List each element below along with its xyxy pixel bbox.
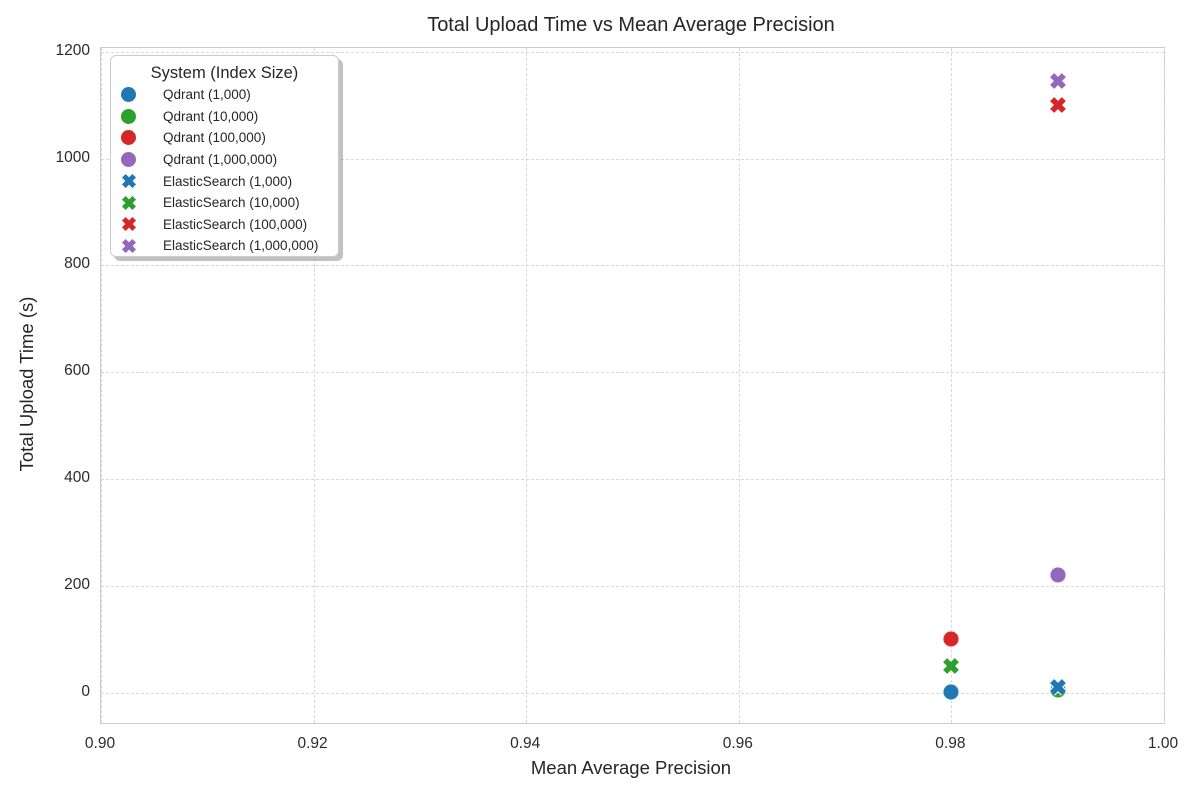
legend-item-label: ElasticSearch (1,000) xyxy=(163,173,293,189)
x-tick-label: 0.90 xyxy=(84,735,116,752)
circle-marker-icon xyxy=(121,130,136,146)
y-tick-label: 800 xyxy=(64,255,90,273)
gridline-horizontal xyxy=(101,585,1164,587)
gridline-horizontal xyxy=(101,372,1164,374)
x-tick-label: 0.94 xyxy=(510,735,541,752)
gridline-horizontal xyxy=(101,265,1164,267)
data-point xyxy=(1049,678,1067,696)
legend-item-label: Qdrant (100,000) xyxy=(163,130,266,146)
legend-marker-x-icon xyxy=(120,194,137,211)
y-tick-label: 1200 xyxy=(55,41,90,59)
gridline-horizontal xyxy=(101,158,1164,160)
legend-marker-x-icon xyxy=(120,216,137,233)
x-tick-label: 0.98 xyxy=(935,735,966,752)
data-point xyxy=(1049,566,1067,584)
legend-marker-circle-icon xyxy=(120,151,137,168)
y-tick-label: 0 xyxy=(81,682,90,700)
gridline-vertical xyxy=(313,48,315,723)
legend-item: ElasticSearch (10,000) xyxy=(111,192,338,214)
x-tick-label: 0.92 xyxy=(297,735,328,752)
gridline-vertical xyxy=(526,48,528,723)
legend-item: ElasticSearch (1,000) xyxy=(111,170,338,192)
legend-item: ElasticSearch (1,000,000) xyxy=(111,235,338,257)
x-tick-label: 0.96 xyxy=(722,735,753,752)
y-tick-label: 200 xyxy=(64,575,90,593)
legend-marker-circle-icon xyxy=(120,129,137,146)
y-tick-label: 1000 xyxy=(55,148,90,166)
legend: System (Index Size) Qdrant (1,000) Qdrant… xyxy=(110,55,339,257)
data-point xyxy=(942,657,960,675)
data-point xyxy=(942,683,960,701)
legend-marker-circle-icon xyxy=(120,108,137,125)
circle-marker-icon xyxy=(121,152,136,168)
data-point xyxy=(1049,96,1067,114)
gridline-horizontal xyxy=(101,692,1164,694)
legend-marker-x-icon xyxy=(120,173,137,190)
gridline-vertical xyxy=(101,48,102,723)
legend-item-label: Qdrant (10,000) xyxy=(163,108,259,124)
y-axis-label: Total Upload Time (s) xyxy=(16,296,37,472)
gridline-horizontal xyxy=(101,51,1164,53)
y-tick-label: 400 xyxy=(64,468,90,486)
legend-item-label: ElasticSearch (1,000,000) xyxy=(163,238,319,254)
gridline-vertical xyxy=(738,48,740,723)
legend-item-label: ElasticSearch (100,000) xyxy=(163,216,308,232)
legend-item: Qdrant (10,000) xyxy=(111,106,338,128)
legend-item-label: Qdrant (1,000) xyxy=(163,87,251,103)
gridline-horizontal xyxy=(101,478,1164,480)
legend-item-label: Qdrant (1,000,000) xyxy=(163,152,278,168)
legend-item: Qdrant (1,000,000) xyxy=(111,149,338,171)
x-axis-label: Mean Average Precision xyxy=(530,757,732,778)
legend-item: Qdrant (1,000) xyxy=(111,84,338,106)
y-tick-label: 600 xyxy=(64,362,90,380)
data-point xyxy=(1049,72,1067,90)
data-point xyxy=(942,630,960,648)
legend-items: Qdrant (1,000) Qdrant (10,000) Qdrant (100… xyxy=(111,84,338,257)
chart-title: Total Upload Time vs Mean Average Precis… xyxy=(427,14,835,36)
legend-marker-circle-icon xyxy=(120,86,137,103)
gridline-vertical xyxy=(951,48,953,723)
gridline-vertical xyxy=(1164,48,1165,723)
legend-title: System (Index Size) xyxy=(150,64,299,82)
legend-item: Qdrant (100,000) xyxy=(111,127,338,149)
legend-item-label: ElasticSearch (10,000) xyxy=(163,195,300,211)
legend-item: ElasticSearch (100,000) xyxy=(111,214,338,236)
circle-marker-icon xyxy=(121,108,136,124)
legend-marker-x-icon xyxy=(120,237,137,254)
circle-marker-icon xyxy=(121,87,136,103)
x-tick-label: 1.00 xyxy=(1147,735,1179,752)
